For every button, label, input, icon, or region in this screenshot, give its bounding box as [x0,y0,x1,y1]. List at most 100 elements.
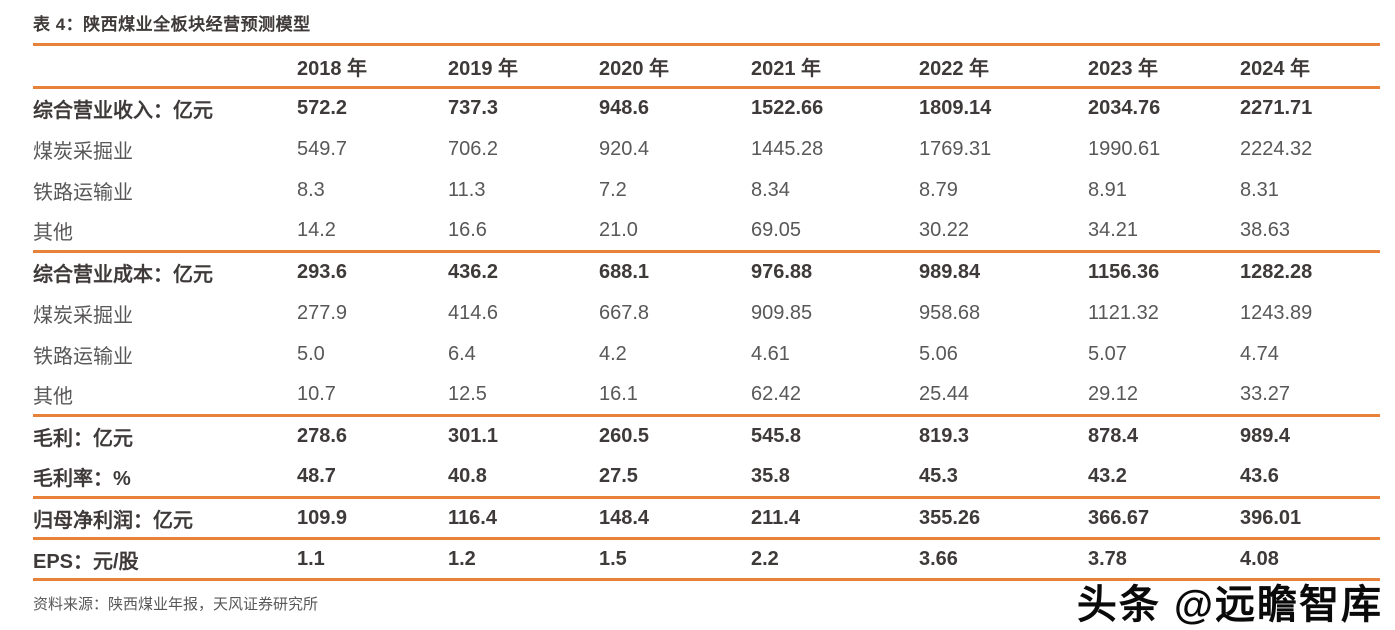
cell-value: 148.4 [599,506,650,529]
year-column-header: 2021 年 [751,57,822,80]
cell-value: 62.42 [751,382,802,405]
year-column-header: 2020 年 [599,57,670,80]
cell-value: 5.06 [919,342,958,365]
cell-value: 8.91 [1088,178,1127,201]
cell-value: 2271.71 [1240,97,1313,120]
cell-value: 301.1 [448,425,499,448]
cell-value: 1990.61 [1088,137,1161,160]
cell-value: 40.8 [448,464,487,487]
cell-value: 976.88 [751,261,813,284]
table-row: 其他 14.2 16.6 21.0 69.05 30.22 34.21 38.63 [33,211,1380,252]
cell-value: 1282.28 [1240,261,1313,284]
row-label: 毛利：亿元 [33,428,133,451]
table-row: 毛利率：% 48.7 40.8 27.5 35.8 45.3 43.2 43.6 [33,457,1380,498]
cell-value: 45.3 [919,464,958,487]
cell-value: 16.1 [599,382,638,405]
cell-value: 278.6 [297,425,348,448]
cell-value: 12.5 [448,382,487,405]
cell-value: 8.79 [919,178,958,201]
forecast-table: 2018 年 2019 年 2020 年 2021 年 2022 年 2023 年 2024… [33,43,1380,581]
cell-value: 27.5 [599,464,638,487]
cell-value: 688.1 [599,261,650,284]
cell-value: 43.2 [1088,464,1127,487]
table-row: 煤炭采掘业 277.9 414.6 667.8 909.85 958.68 1121.32 1… [33,293,1380,334]
table-row: 其他 10.7 12.5 16.1 62.42 25.44 29.12 33.27 [33,375,1380,416]
cell-value: 6.4 [448,342,476,365]
cell-value: 14.2 [297,218,336,241]
row-label-header [33,45,297,88]
row-label: 其他 [33,221,73,244]
row-label: 铁路运输业 [33,181,133,204]
row-label: 综合营业成本：亿元 [33,264,213,287]
cell-value: 3.66 [919,547,958,570]
cell-value: 1156.36 [1088,261,1160,284]
table-row: 煤炭采掘业 549.7 706.2 920.4 1445.28 1769.31 1990.6… [33,129,1380,170]
cell-value: 277.9 [297,301,348,324]
cell-value: 545.8 [751,425,802,448]
cell-value: 989.84 [919,261,981,284]
cell-value: 7.2 [599,178,627,201]
year-column-header: 2024 年 [1240,57,1311,80]
cell-value: 948.6 [599,97,650,120]
cell-value: 878.4 [1088,425,1139,448]
cell-value: 1.2 [448,547,476,570]
cell-value: 737.3 [448,97,499,120]
year-column-header: 2023 年 [1088,57,1159,80]
table-row: 毛利：亿元 278.6 301.1 260.5 545.8 819.3 878.4 989.4 [33,416,1380,457]
cell-value: 1121.32 [1088,301,1159,324]
cell-value: 4.74 [1240,342,1279,365]
table-row: 归母净利润：亿元 109.9 116.4 148.4 211.4 355.26 366.67… [33,498,1380,539]
cell-value: 909.85 [751,301,813,324]
cell-value: 43.6 [1240,464,1279,487]
cell-value: 30.22 [919,218,970,241]
cell-value: 29.12 [1088,382,1139,405]
cell-value: 2034.76 [1088,97,1161,120]
source-note: 资料来源：陕西煤业年报，天风证券研究所 [33,596,319,613]
row-label: 煤炭采掘业 [33,140,133,163]
cell-value: 366.67 [1088,506,1150,529]
cell-value: 116.4 [448,506,497,529]
cell-value: 8.34 [751,178,790,201]
cell-value: 34.21 [1088,218,1139,241]
year-column-header: 2019 年 [448,57,519,80]
cell-value: 549.7 [297,137,348,160]
cell-value: 16.6 [448,218,487,241]
cell-value: 819.3 [919,425,970,448]
cell-value: 1243.89 [1240,301,1313,324]
cell-value: 572.2 [297,97,348,120]
cell-value: 38.63 [1240,218,1291,241]
row-label: 综合营业收入：亿元 [33,100,213,123]
cell-value: 4.61 [751,342,790,365]
cell-value: 260.5 [599,425,650,448]
table-row: 综合营业收入：亿元 572.2 737.3 948.6 1522.66 1809.14 20… [33,88,1380,129]
cell-value: 1769.31 [919,137,992,160]
cell-value: 1809.14 [919,97,992,120]
cell-value: 958.68 [919,301,981,324]
row-label: 其他 [33,385,73,408]
cell-value: 10.7 [297,382,336,405]
cell-value: 989.4 [1240,425,1291,448]
cell-value: 2224.32 [1240,137,1313,160]
cell-value: 2.2 [751,547,779,570]
cell-value: 33.27 [1240,382,1291,405]
cell-value: 8.31 [1240,178,1279,201]
cell-value: 4.08 [1240,547,1279,570]
year-header-row: 2018 年 2019 年 2020 年 2021 年 2022 年 2023 年 2024… [33,44,1380,88]
row-label: 归母净利润：亿元 [33,509,193,532]
cell-value: 4.2 [599,342,627,365]
row-label: 毛利率：% [33,467,131,490]
table-row: EPS：元/股 1.1 1.2 1.5 2.2 3.66 3.78 4.08 [33,539,1380,580]
row-label: 铁路运输业 [33,345,133,368]
cell-value: 5.07 [1088,342,1127,365]
cell-value: 5.0 [297,342,325,365]
table-row: 铁路运输业 8.3 11.3 7.2 8.34 8.79 8.91 8.31 [33,170,1380,211]
row-label: EPS：元/股 [33,550,139,573]
cell-value: 667.8 [599,301,650,324]
year-column-header: 2018 年 [297,57,368,80]
cell-value: 396.01 [1240,506,1302,529]
cell-value: 21.0 [599,218,638,241]
cell-value: 8.3 [297,178,325,201]
table-title: 表 4：陕西煤业全板块经营预测模型 [33,15,311,34]
cell-value: 69.05 [751,218,802,241]
